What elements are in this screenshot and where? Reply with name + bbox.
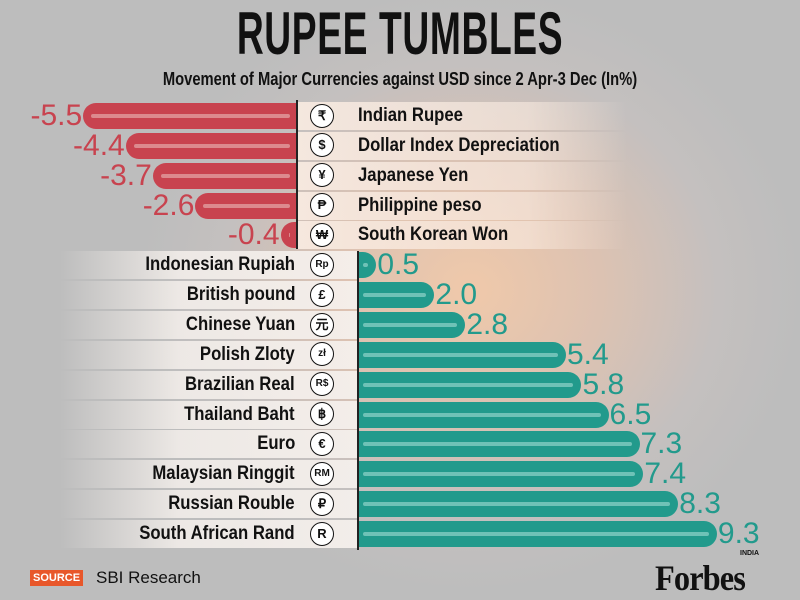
category-label: Thailand Baht [184,403,295,425]
currency-symbol-icon: Rp [310,252,334,277]
data-label: 9.3 [717,517,760,551]
bar [152,162,296,189]
row-band [297,221,627,250]
bar-highlight [133,143,290,148]
row-band [60,430,357,459]
bar [357,431,640,458]
bar [357,401,609,428]
forbes-logo-sub: INDIA [740,550,760,557]
data-label: -3.7 [100,158,152,192]
bar-highlight [363,323,458,328]
row-band [60,311,357,340]
row-band [297,131,627,160]
bar-highlight [91,114,290,118]
currency-symbol-icon: RM [310,461,334,486]
data-label: 5.4 [566,337,609,371]
currency-symbol-icon: ₩ [310,222,334,247]
source-badge: SOURCE [30,570,84,586]
data-label: 7.3 [640,427,683,461]
bar-highlight [363,442,632,447]
bar [357,341,566,368]
bar [357,521,717,548]
category-label: Russian Rouble [168,493,295,515]
category-label: Brazilian Real [185,373,295,395]
bar [357,282,435,309]
bar-highlight [363,263,369,268]
category-label: Indian Rupee [358,105,463,126]
bar [83,103,296,129]
category-label: Chinese Yuan [185,314,295,336]
currency-symbol-icon: £ [310,282,334,307]
row-band [60,400,357,429]
row-band [297,191,627,220]
source-text: SBI Research [96,568,201,587]
bar [357,252,377,279]
currency-symbol-icon: R$ [310,372,334,397]
data-label: -4.4 [73,128,125,162]
data-label: 7.4 [644,457,687,491]
bar-highlight [363,382,574,387]
zero-axis-negative [296,100,298,250]
data-label: 0.5 [377,248,420,282]
bar [357,461,644,488]
bar-highlight [203,203,290,208]
bar-highlight [363,412,601,417]
currency-symbol-icon: € [310,431,334,456]
row-band [297,161,627,190]
category-label: British pound [186,284,295,306]
category-label: Philippine peso [358,194,482,216]
category-label: Dollar Index Depreciation [358,134,560,156]
bar-highlight [288,233,290,238]
category-label: South Korean Won [358,224,509,246]
data-label: -0.4 [227,218,280,252]
row-band [60,460,357,489]
currency-symbol-icon: ₽ [310,491,334,516]
currency-symbol-icon: ¥ [310,163,334,188]
data-label: 6.5 [609,397,652,431]
currency-symbol-icon: 元 [310,312,334,337]
row-band [60,490,357,519]
row-band [60,251,357,280]
zero-axis-positive [357,251,359,550]
currency-symbol-icon: ฿ [310,402,334,427]
bar [357,312,466,339]
bar [357,371,582,398]
bar-highlight [363,352,558,357]
currency-symbol-icon: $ [310,133,334,158]
data-label: -5.5 [30,99,83,132]
category-label: Euro [256,433,295,455]
bar-highlight [363,293,427,298]
bar-highlight [363,532,709,537]
category-label: Polish Zloty [200,343,295,365]
row-band [60,520,357,549]
currency-symbol-icon: ₹ [310,103,334,128]
row-band [60,370,357,399]
category-label: South African Rand [139,523,295,545]
category-label: Malaysian Ringgit [152,463,295,485]
chart-title: RUPEE TUMBLES [236,0,564,67]
chart-subtitle: Movement of Major Currencies against USD… [162,69,638,89]
currency-symbol-icon: ₱ [310,193,334,218]
data-label: 5.8 [582,367,625,401]
bar [195,192,296,219]
bar [125,132,296,159]
data-label: 2.8 [466,308,509,342]
data-label: -2.6 [142,188,195,222]
row-band [60,340,357,369]
bar-highlight [363,502,671,507]
forbes-logo: Forbes [655,558,746,598]
bar-highlight [363,472,636,477]
category-label: Japanese Yen [358,164,469,186]
bar [280,222,296,249]
data-label: 2.0 [435,278,478,312]
row-band [60,281,357,310]
row-band [297,102,627,130]
currency-symbol-icon: zł [310,342,334,367]
bar [357,491,679,518]
currency-symbol-icon: R [310,521,334,546]
bar-highlight [160,173,290,178]
data-label: 8.3 [679,487,721,521]
category-label: Indonesian Rupiah [145,254,295,276]
